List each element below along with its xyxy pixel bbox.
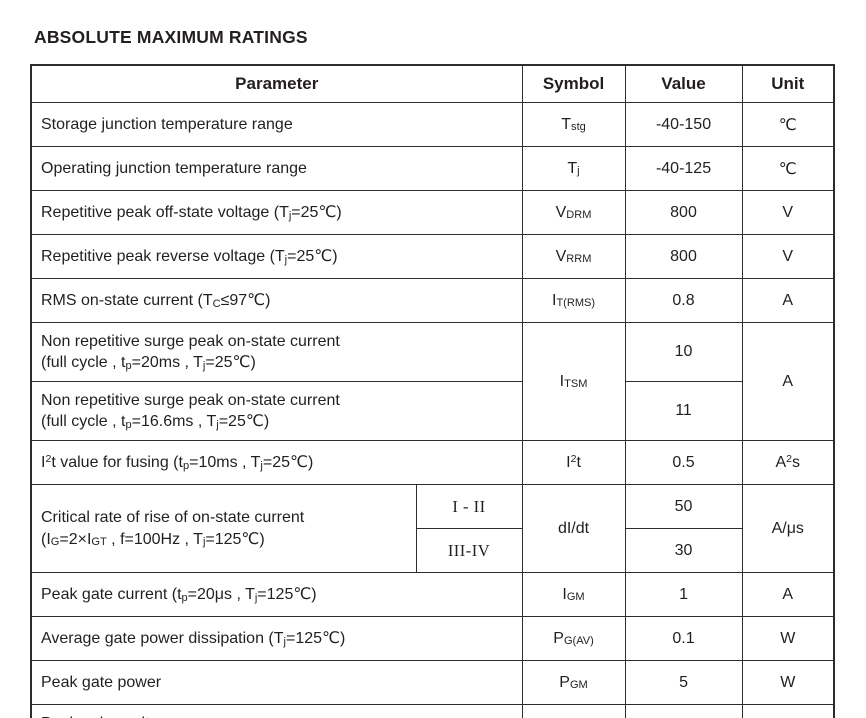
parameter-cell: Non repetitive surge peak on-state curre… bbox=[30, 322, 523, 382]
value-cell: 0.5 bbox=[624, 440, 743, 485]
row-pgav: Average gate power dissipation (Tj=125℃)… bbox=[30, 616, 835, 661]
value-cell: -40-150 bbox=[624, 102, 743, 147]
value-cell: 0.8 bbox=[624, 278, 743, 323]
row-igm: Peak gate current (tp=20μs , Tj=125℃) IG… bbox=[30, 572, 835, 617]
symbol-cell: dI/dt bbox=[521, 484, 626, 573]
symbol-cell: VRRM bbox=[521, 234, 626, 279]
row-pgm: Peak gate power PGM 5 W bbox=[30, 660, 835, 705]
col-header-symbol: Symbol bbox=[521, 64, 626, 103]
section-title: ABSOLUTE MAXIMUM RATINGS bbox=[34, 27, 308, 47]
absolute-maximum-ratings-table: Parameter Symbol Value Unit Storage junc… bbox=[30, 64, 836, 718]
parameter-cell: Critical rate of rise of on-state curren… bbox=[30, 484, 417, 573]
class-cell: I - II bbox=[415, 484, 523, 529]
col-header-parameter: Parameter bbox=[30, 64, 523, 103]
parameter-cell: Storage junction temperature range bbox=[30, 102, 523, 147]
parameter-cell: Repetitive peak off-state voltage (Tj=25… bbox=[30, 190, 523, 235]
parameter-cell: Operating junction temperature range bbox=[30, 146, 523, 191]
symbol-cell: ITSM bbox=[521, 322, 626, 441]
parameter-cell: Average gate power dissipation (Tj=125℃) bbox=[30, 616, 523, 661]
unit-cell: A bbox=[741, 322, 835, 441]
symbol-cell: PG(AV) bbox=[521, 616, 626, 661]
symbol-cell: Vpp bbox=[521, 704, 626, 718]
symbol-cell: PGM bbox=[521, 660, 626, 705]
col-header-unit: Unit bbox=[741, 64, 835, 103]
row-itsm-20ms: Non repetitive surge peak on-state curre… bbox=[30, 322, 835, 441]
row-itsm-16ms: Non repetitive surge peak on-state curre… bbox=[30, 381, 834, 441]
unit-cell: W bbox=[741, 616, 835, 661]
symbol-cell: Tj bbox=[521, 146, 626, 191]
symbol-cell: Tstg bbox=[521, 102, 626, 147]
parameter-cell: Peak pulse voltage(Tj=25℃; non-repetitiv… bbox=[30, 704, 523, 718]
col-header-value: Value bbox=[624, 64, 743, 103]
row-vrrm: Repetitive peak reverse voltage (Tj=25℃)… bbox=[30, 234, 835, 279]
value-cell: 2.5 bbox=[624, 704, 743, 718]
parameter-cell: Non repetitive surge peak on-state curre… bbox=[30, 381, 523, 441]
symbol-cell: IT(RMS) bbox=[521, 278, 626, 323]
value-cell: 800 bbox=[624, 190, 743, 235]
row-didt-class-1-2: Critical rate of rise of on-state curren… bbox=[30, 484, 835, 573]
parameter-cell: RMS on-state current (TC≤97℃) bbox=[30, 278, 523, 323]
value-cell: 5 bbox=[624, 660, 743, 705]
unit-cell: A2s bbox=[741, 440, 835, 485]
unit-cell: ℃ bbox=[741, 146, 835, 191]
value-cell: 11 bbox=[624, 381, 743, 441]
symbol-cell: VDRM bbox=[521, 190, 626, 235]
row-i2t: I2t value for fusing (tp=10ms , Tj=25℃) … bbox=[30, 440, 835, 485]
row-vdrm: Repetitive peak off-state voltage (Tj=25… bbox=[30, 190, 835, 235]
parameter-cell: Repetitive peak reverse voltage (Tj=25℃) bbox=[30, 234, 523, 279]
symbol-cell: I2t bbox=[521, 440, 626, 485]
row-vpp: Peak pulse voltage(Tj=25℃; non-repetitiv… bbox=[30, 704, 835, 718]
value-cell: 30 bbox=[624, 528, 743, 573]
value-cell: 10 bbox=[624, 322, 743, 382]
unit-cell: V bbox=[741, 234, 835, 279]
value-cell: 50 bbox=[624, 484, 743, 529]
class-cell: III-IV bbox=[415, 528, 523, 573]
unit-cell: W bbox=[741, 660, 835, 705]
row-itrms: RMS on-state current (TC≤97℃) IT(RMS) 0.… bbox=[30, 278, 835, 323]
parameter-cell: Peak gate power bbox=[30, 660, 523, 705]
unit-cell: kV bbox=[741, 704, 835, 718]
header-row: Parameter Symbol Value Unit bbox=[30, 64, 835, 103]
value-cell: -40-125 bbox=[624, 146, 743, 191]
row-operating-temp: Operating junction temperature range Tj … bbox=[30, 146, 835, 191]
unit-cell: A/μs bbox=[741, 484, 835, 573]
row-storage-temp: Storage junction temperature range Tstg … bbox=[30, 102, 835, 147]
value-cell: 0.1 bbox=[624, 616, 743, 661]
symbol-cell: IGM bbox=[521, 572, 626, 617]
value-cell: 800 bbox=[624, 234, 743, 279]
row-didt-class-3-4: III-IV 30 bbox=[31, 528, 834, 573]
parameter-cell: Peak gate current (tp=20μs , Tj=125℃) bbox=[30, 572, 523, 617]
unit-cell: A bbox=[741, 278, 835, 323]
value-cell: 1 bbox=[624, 572, 743, 617]
parameter-cell: I2t value for fusing (tp=10ms , Tj=25℃) bbox=[30, 440, 523, 485]
unit-cell: V bbox=[741, 190, 835, 235]
unit-cell: ℃ bbox=[741, 102, 835, 147]
unit-cell: A bbox=[741, 572, 835, 617]
